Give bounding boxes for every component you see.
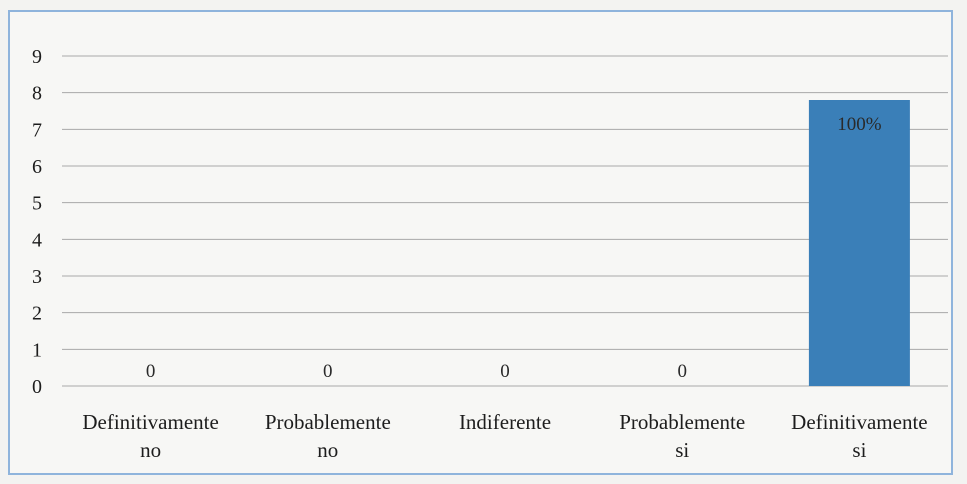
y-tick-label: 9 (32, 46, 42, 68)
y-tick-label: 0 (32, 376, 42, 398)
y-tick-label: 4 (32, 229, 42, 251)
y-tick-label: 2 (32, 303, 42, 325)
x-tick-label: Probablemente si (619, 410, 745, 462)
data-labels: 0 0 0 0 100% (146, 114, 882, 382)
data-label: 0 (677, 361, 687, 382)
y-tick-label: 8 (32, 83, 42, 105)
x-axis: Definitivamente no Probablemente no Indifere… (82, 410, 927, 462)
x-tick-label: Definitivamente no (82, 410, 218, 462)
gridlines (62, 55, 948, 387)
data-label: 100% (837, 114, 882, 135)
chart-frame: 0 1 2 3 4 5 6 7 8 9 0 0 0 0 100% Definitivamente no Pro… (8, 10, 953, 475)
y-tick-label: 7 (32, 119, 42, 141)
y-tick-label: 5 (32, 193, 42, 215)
bars (808, 100, 910, 386)
y-tick-label: 6 (32, 156, 42, 178)
x-tick-label: Indiferente (459, 410, 551, 434)
data-label: 0 (323, 361, 333, 382)
data-label: 0 (146, 361, 156, 382)
y-axis: 0 1 2 3 4 5 6 7 8 9 (32, 46, 42, 398)
data-label: 0 (500, 361, 510, 382)
bar-chart: 0 1 2 3 4 5 6 7 8 9 0 0 0 0 100% Definitivamente no Pro… (32, 46, 948, 462)
x-tick-label: Probablemente no (265, 410, 391, 462)
bar (808, 100, 910, 386)
x-tick-label: Definitivamente si (791, 410, 927, 462)
y-tick-label: 3 (32, 266, 42, 288)
y-tick-label: 1 (32, 339, 42, 361)
